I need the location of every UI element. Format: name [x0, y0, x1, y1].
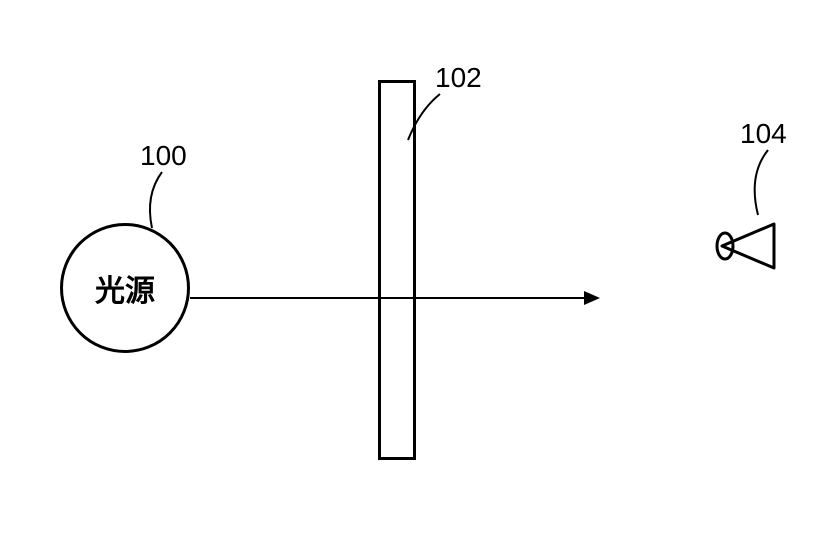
label-100: 100 — [140, 140, 187, 172]
eye-icon — [712, 218, 784, 278]
optical-panel — [378, 80, 416, 460]
light-source-label: 光源 — [95, 266, 155, 310]
label-104: 104 — [740, 118, 787, 150]
optical-diagram: 光源 100 102 104 — [0, 0, 830, 557]
label-102: 102 — [435, 62, 482, 94]
light-source: 光源 — [60, 223, 190, 353]
